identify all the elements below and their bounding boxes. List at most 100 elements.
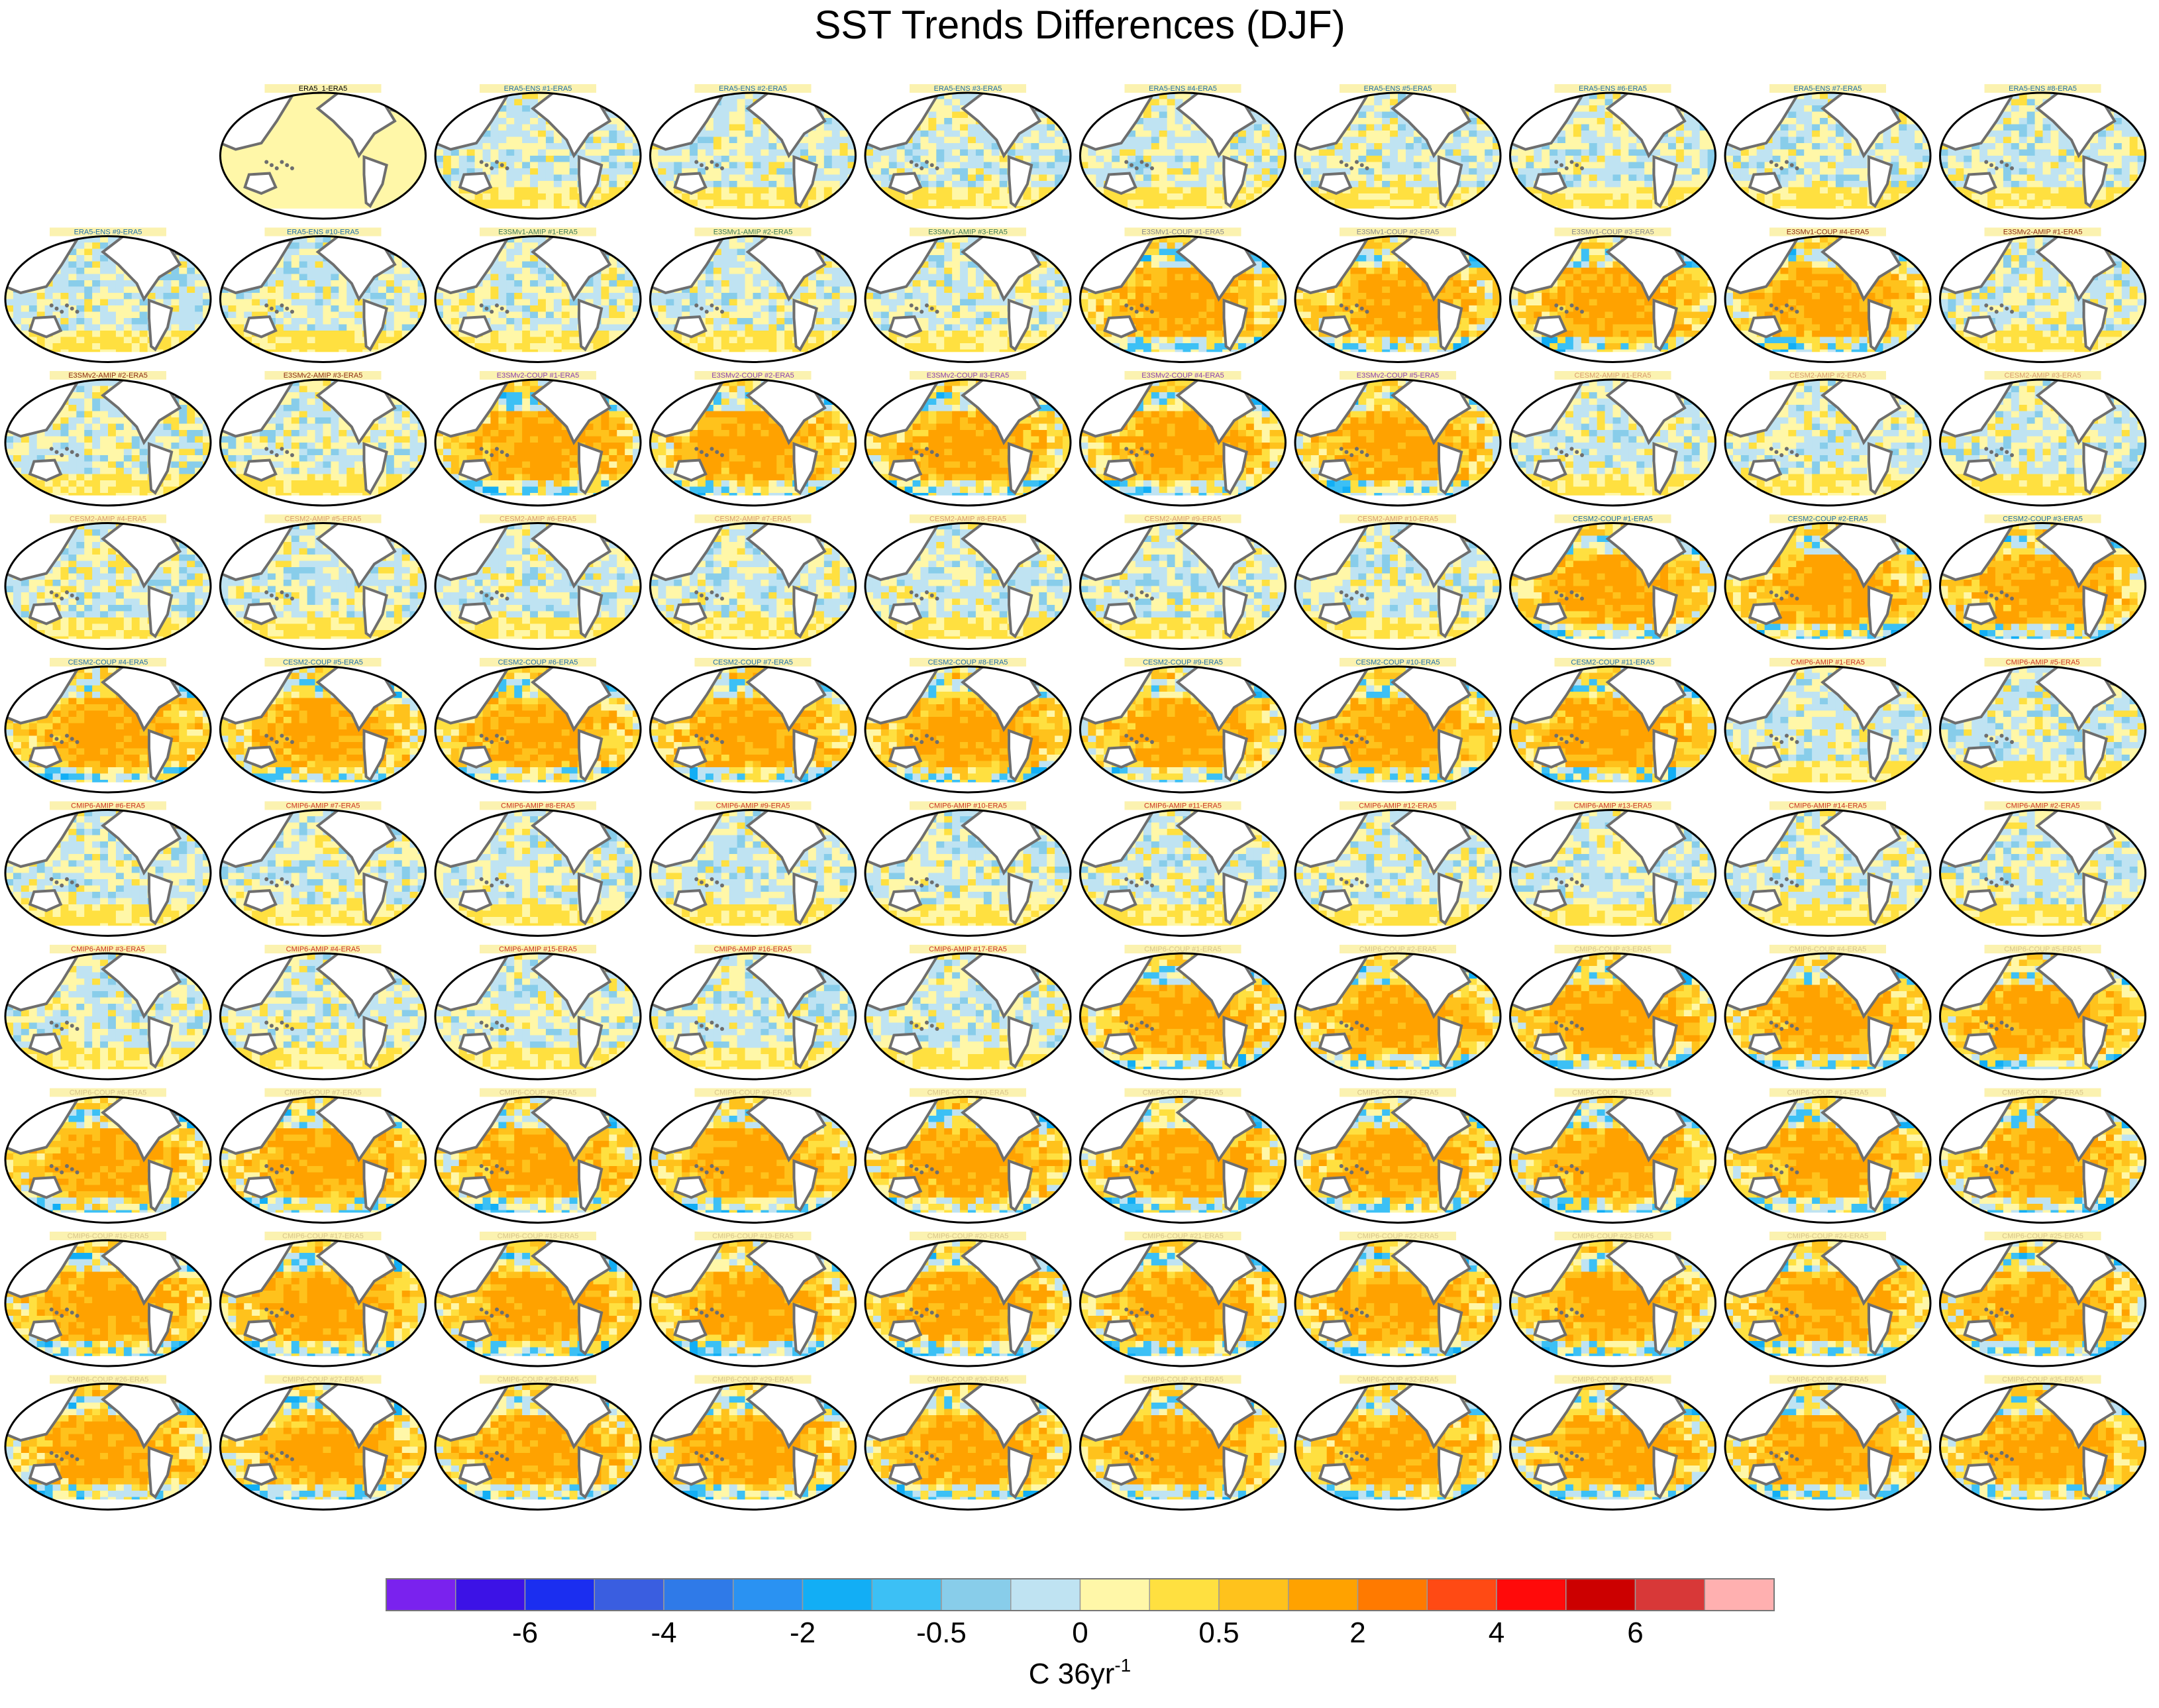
map-panel: CMIP6-AMIP #2-ERA5 [1939, 801, 2146, 937]
colorbar-tick-label: 2 [1349, 1617, 1365, 1649]
panel-label: E3SMv1-COUP #2-ERA5 [1357, 229, 1440, 237]
map-outline [1939, 952, 2146, 1081]
map-panel: E3SMv2-COUP #1-ERA5 [434, 371, 642, 507]
map-panel: CMIP6-COUP #15-ERA5 [1939, 1088, 2146, 1224]
map-outline [219, 1239, 427, 1367]
map-panel: E3SMv1-AMIP #1-ERA5 [434, 227, 642, 363]
panel-label: ERA5-ENS #5-ERA5 [1364, 85, 1432, 93]
panel-label: CESM2-AMIP #9-ERA5 [1145, 515, 1222, 523]
panel-label-bg [1124, 371, 1241, 380]
panel-label-bg [264, 1375, 382, 1384]
map-outline [4, 235, 212, 363]
panel-label-bg [1340, 945, 1456, 953]
panel-label-bg [1554, 658, 1671, 667]
panel-label: CMIP6-COUP #23-ERA5 [1572, 1232, 1654, 1240]
panel-label: CMIP6-AMIP #4-ERA5 [286, 945, 360, 953]
map-panel: E3SMv1-COUP #4-ERA5 [1724, 227, 1932, 363]
panel-label-bg [1554, 1088, 1671, 1097]
panel-label-bg [1124, 1232, 1241, 1240]
panel-label: CMIP6-COUP #27-ERA5 [282, 1376, 364, 1384]
panel-label: CMIP6-COUP #17-ERA5 [282, 1232, 364, 1240]
colorbar-swatch [1565, 1578, 1636, 1611]
panel-label: CMIP6-AMIP #10-ERA5 [929, 802, 1007, 810]
panel-label: CMIP6-AMIP #12-ERA5 [1359, 802, 1437, 810]
colorbar-swatch [594, 1578, 664, 1611]
map-panel: E3SMv2-AMIP #1-ERA5 [1939, 227, 2146, 363]
map-panel: CMIP6-COUP #3-ERA5 [1509, 945, 1716, 1081]
map-panel: E3SMv1-AMIP #2-ERA5 [649, 227, 857, 363]
map-panel: CMIP6-AMIP #1-ERA5 [1724, 658, 1932, 794]
map-outline [1294, 1383, 1502, 1511]
sst-field [220, 236, 426, 362]
map-panel: CMIP6-AMIP #14-ERA5 [1724, 801, 1932, 937]
panel-label: CESM2-COUP #8-ERA5 [928, 659, 1008, 667]
panel-label: CMIP6-COUP #1-ERA5 [1144, 945, 1222, 953]
sst-field [220, 523, 426, 649]
map-outline [434, 809, 642, 937]
map-outline [1939, 1239, 2146, 1367]
panel-label: CMIP6-COUP #26-ERA5 [68, 1376, 149, 1384]
map-panel: CMIP6-COUP #5-ERA5 [1939, 945, 2146, 1081]
map-outline [219, 378, 427, 507]
map-panel: CMIP6-COUP #14-ERA5 [1724, 1088, 1932, 1224]
map-panel: E3SMv2-COUP #3-ERA5 [864, 371, 1072, 507]
map-panel: CMIP6-COUP #20-ERA5 [864, 1232, 1072, 1367]
map-panel: CESM2-AMIP #6-ERA5 [434, 514, 642, 650]
panel-label-bg [1984, 514, 2101, 523]
panel-label: ERA5-ENS #2-ERA5 [719, 85, 787, 93]
map-panel: ERA5-ENS #2-ERA5 [649, 84, 857, 220]
panel-label: CESM2-AMIP #1-ERA5 [1575, 372, 1652, 380]
panel-label: CMIP6-AMIP #17-ERA5 [929, 945, 1007, 953]
panel-label-bg [264, 84, 382, 93]
panel-label-bg [480, 514, 596, 523]
panel-label: CESM2-AMIP #2-ERA5 [1789, 372, 1866, 380]
map-panel: CMIP6-COUP #10-ERA5 [864, 1088, 1072, 1224]
map-panel: CMIP6-AMIP #10-ERA5 [864, 801, 1072, 937]
panel-label-bg [1554, 1375, 1671, 1384]
map-panel: ERA5-ENS #8-ERA5 [1939, 84, 2146, 220]
panel-label-bg [50, 801, 166, 810]
panel-label-bg [1340, 514, 1456, 523]
panel-label: CESM2-AMIP #7-ERA5 [715, 515, 792, 523]
panel-label: CMIP6-AMIP #15-ERA5 [499, 945, 577, 953]
map-outline [219, 522, 427, 650]
panel-label-bg [480, 1088, 596, 1097]
panel-label-bg [264, 514, 382, 523]
map-outline [649, 1383, 857, 1511]
map-outline [434, 665, 642, 794]
map-outline [1939, 1096, 2146, 1224]
panel-label-bg [1554, 801, 1671, 810]
sst-field [435, 667, 641, 792]
panel-label-bg [1769, 1375, 1886, 1384]
panel-label-bg [1984, 945, 2101, 953]
colorbar-swatch [802, 1578, 872, 1611]
sst-field [1295, 380, 1501, 506]
map-outline [1079, 378, 1287, 507]
map-panel: CESM2-COUP #1-ERA5 [1509, 514, 1716, 650]
map-panel: CMIP6-COUP #12-ERA5 [1294, 1088, 1502, 1224]
panel-label-bg [264, 801, 382, 810]
map-outline [649, 378, 857, 507]
panel-label: CMIP6-COUP #11-ERA5 [1143, 1089, 1224, 1097]
panel-label-bg [910, 514, 1026, 523]
map-panel: CESM2-COUP #2-ERA5 [1724, 514, 1932, 650]
panel-label-bg [264, 945, 382, 953]
map-outline [649, 91, 857, 220]
colorbar-swatch [524, 1578, 595, 1611]
panel-label: ERA5-ENS #10-ERA5 [287, 229, 359, 237]
colorbar-tick-label: -4 [651, 1617, 676, 1649]
map-panel: E3SMv2-COUP #4-ERA5 [1079, 371, 1287, 507]
map-panel: ERA5-ENS #10-ERA5 [219, 227, 427, 363]
map-outline [1724, 1096, 1932, 1224]
map-panel: CESM2-COUP #11-ERA5 [1509, 658, 1716, 794]
panel-label-bg [1769, 658, 1886, 667]
map-panel: CMIP6-COUP #33-ERA5 [1509, 1375, 1716, 1511]
colorbar-swatch [733, 1578, 804, 1611]
map-outline [219, 809, 427, 937]
panel-label: E3SMv2-AMIP #3-ERA5 [284, 372, 363, 380]
map-outline [649, 1096, 857, 1224]
panel-label-bg [1124, 227, 1241, 237]
panel-label-bg [910, 1232, 1026, 1240]
map-panel: CMIP6-COUP #7-ERA5 [219, 1088, 427, 1224]
panel-label: E3SMv2-COUP #2-ERA5 [711, 372, 794, 380]
